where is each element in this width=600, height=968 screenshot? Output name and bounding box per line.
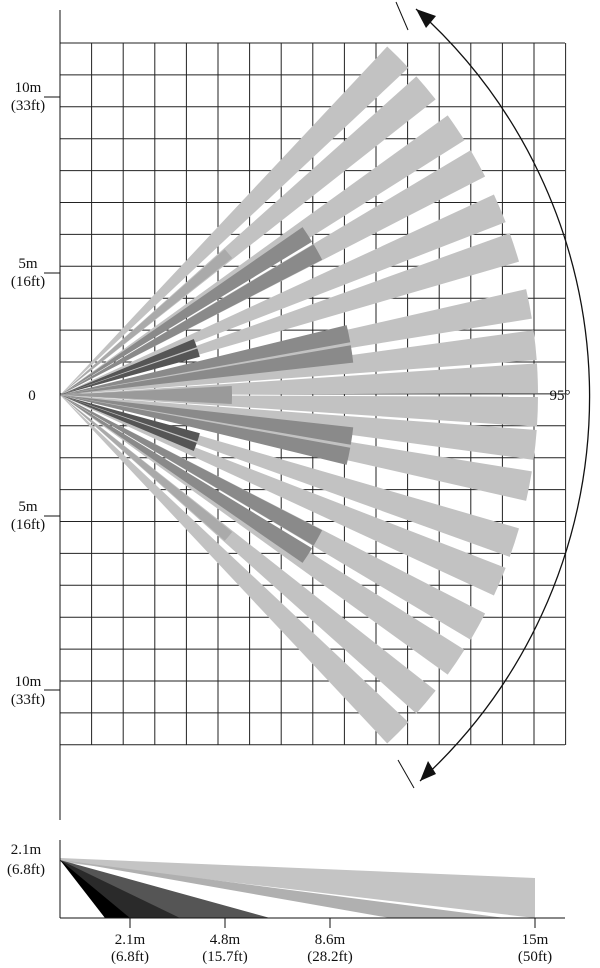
label: 10m [15, 80, 42, 96]
angle-arc [415, 8, 591, 782]
label: (16ft) [11, 517, 45, 533]
beam [60, 395, 323, 546]
beam [60, 249, 233, 395]
beam [60, 395, 200, 442]
beam [60, 325, 351, 395]
side-view [59, 840, 565, 928]
label: 4.8m [210, 932, 241, 948]
arrow-tail [395, 1, 409, 31]
beam [60, 395, 538, 427]
beam [60, 395, 351, 465]
beam [60, 339, 197, 395]
label: 10m [15, 674, 42, 690]
arrow-head [416, 9, 436, 28]
angle-label: 95° [550, 388, 571, 404]
label: (6.8ft) [111, 949, 149, 965]
label: (15.7ft) [202, 949, 247, 965]
beam [60, 385, 232, 395]
beam [60, 345, 354, 395]
arrow-head [420, 761, 436, 781]
label: 2.1m [11, 842, 42, 858]
label: 0 [28, 388, 36, 404]
beam [60, 395, 232, 405]
beam [60, 395, 313, 563]
y-ticks [44, 96, 60, 691]
label: (33ft) [11, 98, 45, 114]
beam [60, 227, 313, 395]
beam [60, 395, 197, 451]
label: 15m [522, 932, 549, 948]
beam [60, 395, 409, 744]
beams [60, 46, 538, 744]
side-labels: 2.1m (6.8ft) 2.1m (6.8ft) 4.8m (15.7ft) … [7, 842, 552, 965]
label: 5m [18, 256, 38, 272]
beam [60, 395, 233, 541]
label: 5m [18, 499, 38, 515]
beam [60, 348, 200, 395]
beam [60, 395, 506, 596]
beam [60, 46, 409, 395]
beam [60, 244, 323, 395]
label: (16ft) [11, 274, 45, 290]
label: 2.1m [115, 932, 146, 948]
label: (6.8ft) [7, 862, 45, 878]
label: (28.2ft) [307, 949, 352, 965]
label: (50ft) [518, 949, 552, 965]
label: (33ft) [11, 692, 45, 708]
beam [60, 363, 538, 395]
beam [60, 194, 506, 395]
arrow-tail [397, 759, 415, 789]
beam [60, 395, 354, 445]
label: 8.6m [315, 932, 346, 948]
top-labels: 10m (33ft) 5m (16ft) 0 5m (16ft) 10m (33… [11, 80, 571, 708]
